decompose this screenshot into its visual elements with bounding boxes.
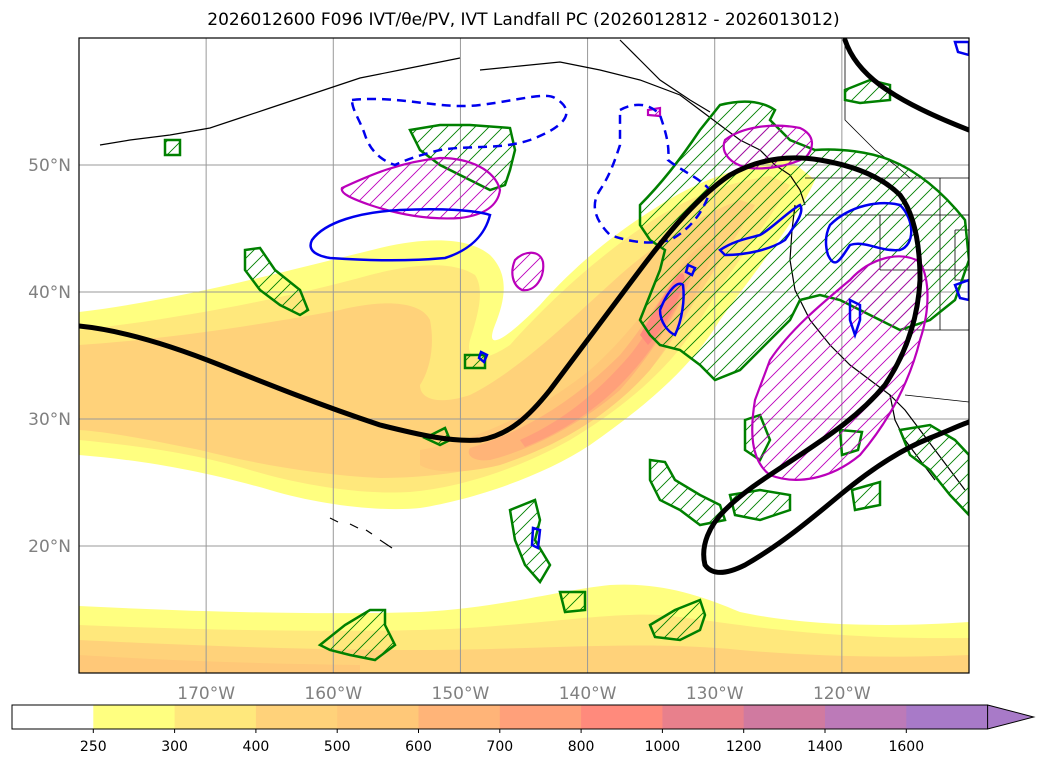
pv-blue-region-inland — [824, 201, 913, 264]
y-tick-label: 30°N — [28, 410, 71, 430]
colorbar-tick-label: 700 — [486, 739, 513, 755]
x-tick-label: 130°W — [686, 684, 744, 704]
pv-blue-region-small-5 — [953, 40, 969, 57]
colorbar-segment — [418, 705, 501, 729]
pc-region-west-1 — [243, 246, 310, 317]
colorbar-segment — [906, 705, 989, 729]
y-tick-label: 50°N — [28, 156, 71, 176]
y-tick-label: 40°N — [28, 283, 71, 303]
pv-region-north — [340, 156, 502, 220]
pc-region-south-1 — [648, 458, 727, 527]
coastline-alaska-panhandle — [619, 39, 711, 113]
colorbar-segment — [581, 705, 663, 729]
colorbar-segment — [93, 705, 176, 729]
pv-blue-dashed-east — [593, 103, 712, 244]
colorbar-tick-label: 500 — [324, 739, 351, 755]
pc-region-mexico — [898, 423, 969, 517]
pc-region-south-3 — [508, 498, 552, 585]
theta-contour-north — [842, 38, 969, 133]
x-tick-label: 160°W — [304, 684, 362, 704]
pc-region-south-6 — [558, 590, 587, 614]
theta-contour-main — [79, 155, 969, 575]
pv-blue-region-offshore — [658, 282, 685, 337]
pv-blue-dashed-north — [350, 94, 568, 167]
x-axis: 170°W 160°W 150°W 140°W 130°W 120°W — [177, 684, 871, 704]
colorbar-tick-label: 800 — [568, 739, 595, 755]
colorbar-tick-label: 1600 — [888, 739, 924, 755]
colorbar: 250 300 400 500 600 700 800 1000 1200 1400 1600 — [11, 704, 1036, 755]
pv-blue-region-small-1 — [848, 297, 862, 339]
pc-region-small-4 — [850, 480, 882, 512]
colorbar-extend-arrow — [987, 704, 1036, 730]
border-us-mexico — [904, 394, 969, 403]
colorbar-segment — [499, 705, 582, 729]
x-tick-label: 170°W — [177, 684, 235, 704]
pc-region-nw-1 — [163, 138, 182, 157]
pv-blue-region-small-3 — [684, 263, 697, 277]
colorbar-tick-label: 1000 — [645, 739, 681, 755]
colorbar-segment — [174, 705, 257, 729]
ivt-fill-layer — [79, 160, 969, 673]
ivt-band-tropics-500 — [79, 655, 360, 673]
colorbar-segment — [337, 705, 419, 729]
colorbar-segment — [12, 705, 94, 729]
colorbar-segment — [825, 705, 907, 729]
y-tick-label: 20°N — [28, 537, 71, 557]
colorbar-tick-label: 1200 — [726, 739, 762, 755]
colorbar-segment — [743, 705, 826, 729]
x-tick-label: 120°W — [813, 684, 871, 704]
pv-blue-region-small-2 — [530, 526, 542, 550]
pv-blue-region-coast — [718, 203, 803, 257]
plot-frame — [78, 37, 970, 674]
colorbar-tick-label: 250 — [80, 739, 107, 755]
pc-region-south-2 — [728, 488, 792, 522]
theta-contour-layer — [79, 38, 969, 575]
colorbar-tick-label: 1400 — [807, 739, 843, 755]
pv-blue-region-small-4 — [477, 350, 489, 365]
pc-region-south-5 — [648, 598, 707, 642]
pv-region-small-1 — [511, 251, 545, 292]
chart-title: 2026012600 F096 IVT/θe/PV, IVT Landfall … — [207, 10, 840, 30]
x-tick-label: 150°W — [432, 684, 490, 704]
pv-region-small-2 — [646, 106, 662, 118]
colorbar-tick-label: 300 — [161, 739, 188, 755]
pv-blue-solid-layer — [309, 40, 969, 550]
pv-blue-region-small-6 — [953, 278, 969, 302]
colorbar-tick-label: 600 — [405, 739, 432, 755]
pv-blue-region-west — [309, 208, 492, 262]
x-tick-label: 140°W — [559, 684, 617, 704]
coastline-hawaii — [329, 517, 393, 549]
colorbar-tick-label: 400 — [243, 739, 270, 755]
colorbar-segment — [662, 705, 745, 729]
pv-blue-dashed-layer — [350, 94, 712, 244]
y-axis: 20°N 30°N 40°N 50°N — [28, 156, 71, 557]
colorbar-segment — [255, 705, 338, 729]
pc-region-south-4 — [317, 608, 397, 662]
